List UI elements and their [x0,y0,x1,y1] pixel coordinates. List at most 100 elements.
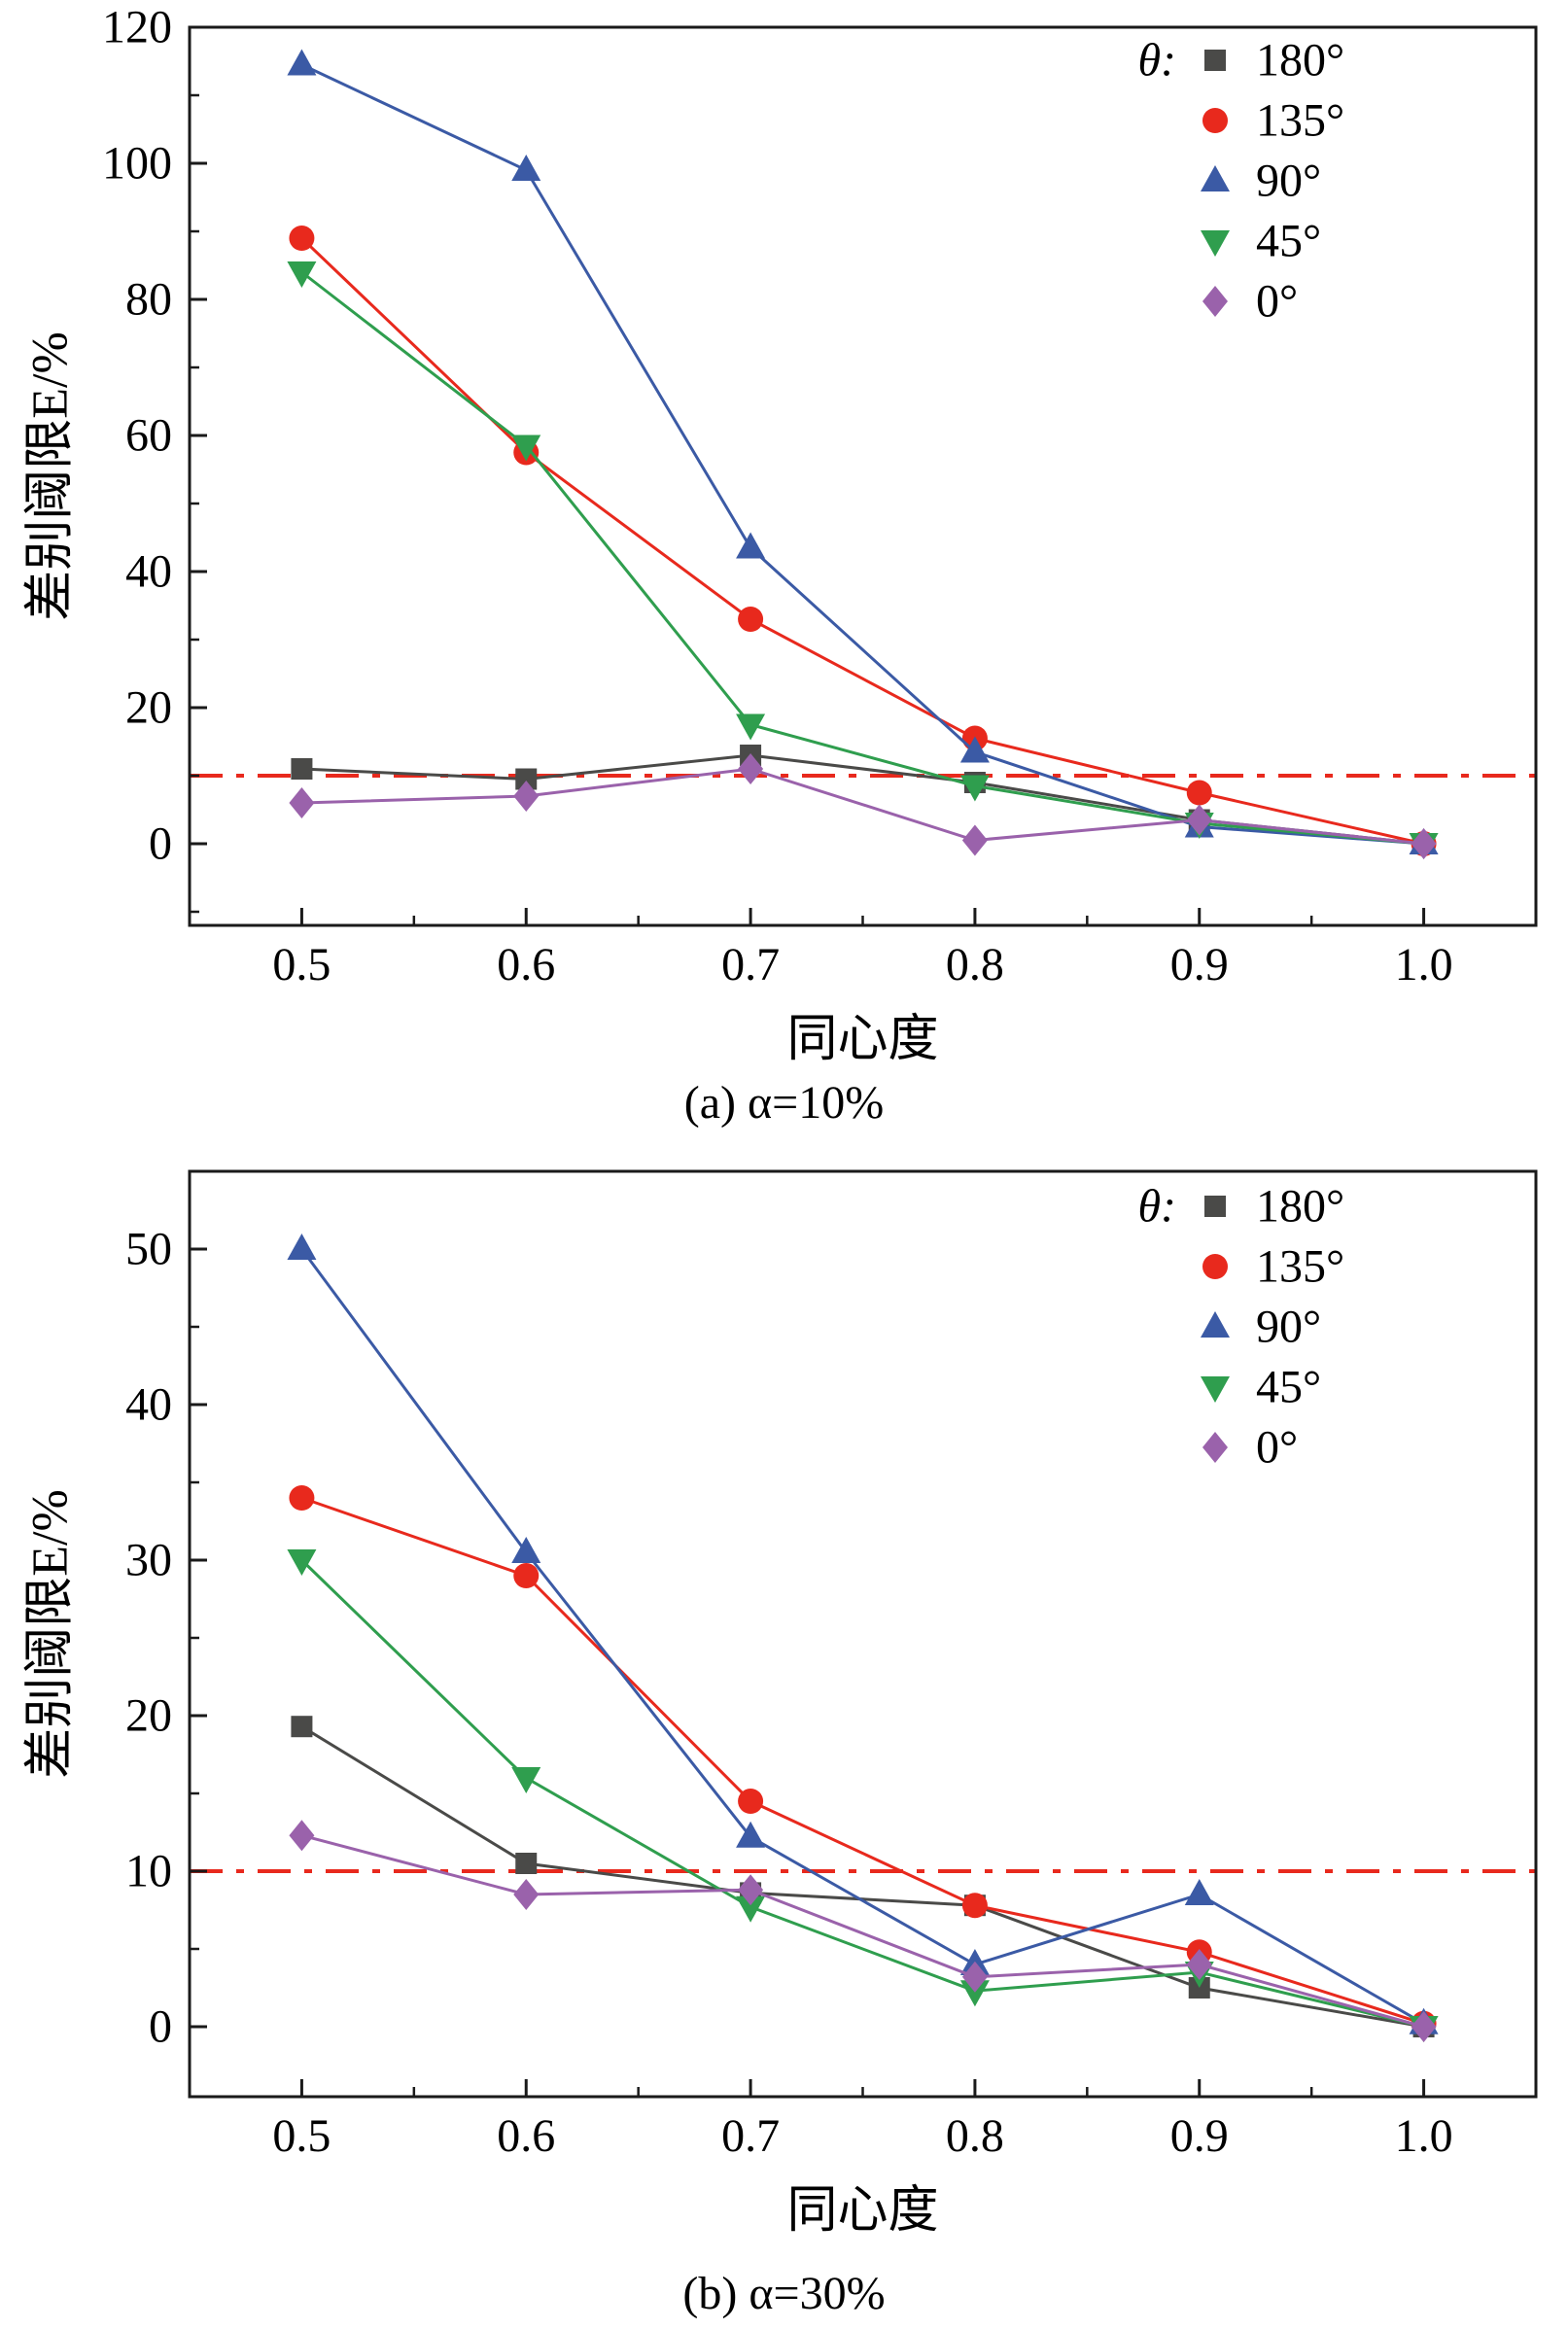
y-tick-label: 20 [125,682,172,734]
triangle-up-marker [287,1234,317,1260]
series-line [300,1248,1425,2026]
y-tick-label: 50 [125,1224,172,1275]
axes-ticks: 0.5 0.6 0.7 0.8 0.9 1.0 0 20 40 60 80 100 120 [102,2,1453,991]
legend: θ: 180° 135° 90° 45° 0° [1137,1181,1344,1474]
x-tick-label: 0.8 [946,939,1004,991]
triangle-down-marker [511,435,541,462]
legend: θ: 180° 135° 90° 45° 0° [1137,35,1344,328]
legend-item-90°: 90° [1201,156,1321,207]
x-tick-label: 0.8 [946,2110,1004,2162]
x-axis-label: 同心度 [786,1012,938,1067]
legend-item-45°: 45° [1201,216,1321,267]
x-tick-label: 1.0 [1395,2110,1453,2162]
diamond-marker [738,753,764,784]
legend-item-135°: 135° [1202,1241,1344,1293]
triangle-down-marker [959,775,990,802]
series-135° [289,1485,1437,2036]
triangle-down-marker [287,261,317,288]
x-axis-label: 同心度 [786,2183,938,2239]
legend-label: 0° [1256,1422,1298,1474]
legend-label: 45° [1256,216,1321,267]
x-tick-label: 0.7 [721,2110,780,2162]
y-tick-label: 10 [125,1846,172,1897]
chart-a-caption: (a) α=10% [683,1077,885,1129]
series-line [301,767,1424,846]
y-tick-label: 40 [125,546,172,598]
series-0° [289,1820,1437,2042]
triangle-down-marker [287,1549,317,1576]
x-tick-label: 0.7 [721,939,780,991]
triangle-up-marker [736,532,766,559]
diamond-marker [1202,286,1228,317]
plot-border [188,25,1538,927]
circle-marker [961,1893,988,1919]
legend-label: 90° [1256,156,1321,207]
x-tick-label: 0.5 [272,939,331,991]
diamond-marker [289,1820,315,1852]
diamond-marker [961,1961,988,1993]
square-marker [515,1853,538,1874]
square-marker [1204,1196,1226,1217]
series-line [300,1558,1424,2029]
x-tick-label: 1.0 [1395,939,1453,991]
square-marker [515,768,538,790]
y-tick-label: 0 [149,2001,172,2053]
triangle-down-marker [736,1895,766,1923]
series-line [300,1496,1425,2026]
legend-label: 90° [1256,1302,1321,1353]
chart-a-canvas: 0.5 0.6 0.7 0.8 0.9 1.0 0 20 40 60 80 100 120 同心度 差别阈限… [0,0,1568,1074]
x-tick-label: 0.6 [497,939,555,991]
triangle-up-marker [1201,165,1230,191]
legend-item-45°: 45° [1201,1362,1321,1413]
triangle-up-marker [511,155,541,181]
series-90° [287,49,1439,854]
y-tick-label: 60 [125,410,172,462]
legend-item-135°: 135° [1202,95,1344,147]
x-tick-label: 0.5 [272,2110,331,2162]
series-line [300,270,1424,846]
circle-marker [289,226,315,251]
figure-panel-b: 0.5 0.6 0.7 0.8 0.9 1.0 0 10 20 30 40 50 同心度 差别阈限E/% θ… [0,1132,1568,2323]
diamond-marker [1202,1432,1228,1463]
y-tick-label: 30 [125,1535,172,1586]
diamond-marker [1186,1949,1212,1980]
circle-marker [1202,108,1228,133]
legend-item-90°: 90° [1201,1302,1321,1353]
diamond-marker [513,1879,540,1910]
diamond-marker [738,1874,764,1906]
legend-title: θ: [1137,1181,1176,1233]
diamond-marker [1186,804,1212,836]
circle-marker [513,1563,540,1588]
series-line [301,1833,1424,2029]
series-180° [291,745,1435,854]
y-axis-label: 差别阈限E/% [23,1489,79,1779]
diamond-marker [1411,2011,1437,2042]
figure-panel-a: 0.5 0.6 0.7 0.8 0.9 1.0 0 20 40 60 80 100 120 同心度 差别阈限… [0,0,1568,1132]
series-line [300,63,1424,846]
legend-label: 180° [1256,1181,1344,1233]
square-marker [1204,50,1226,71]
square-marker [291,1716,313,1738]
triangle-up-marker [511,1537,541,1563]
triangle-down-marker [959,1980,990,2007]
y-tick-label: 20 [125,1690,172,1742]
legend-label: 135° [1256,1241,1344,1293]
diamond-marker [961,824,988,856]
series-90° [287,1234,1439,2034]
circle-marker [289,1485,315,1511]
legend-item-180°: θ: 180° [1137,1181,1344,1233]
y-tick-label: 40 [125,1379,172,1431]
legend-label: 45° [1256,1362,1321,1413]
legend-item-180°: θ: 180° [1137,35,1344,87]
diamond-marker [289,787,315,818]
axes-ticks: 0.5 0.6 0.7 0.8 0.9 1.0 0 10 20 30 40 50 [125,1224,1453,2163]
plot-border [188,1169,1538,2099]
series-45° [287,1549,1439,2042]
y-tick-label: 100 [102,138,172,190]
x-tick-label: 0.6 [497,2110,555,2162]
y-tick-label: 120 [102,2,172,53]
square-marker [291,758,313,780]
legend-label: 135° [1256,95,1344,147]
chart-b-canvas: 0.5 0.6 0.7 0.8 0.9 1.0 0 10 20 30 40 50 同心度 差别阈限E/% θ… [0,1132,1568,2265]
